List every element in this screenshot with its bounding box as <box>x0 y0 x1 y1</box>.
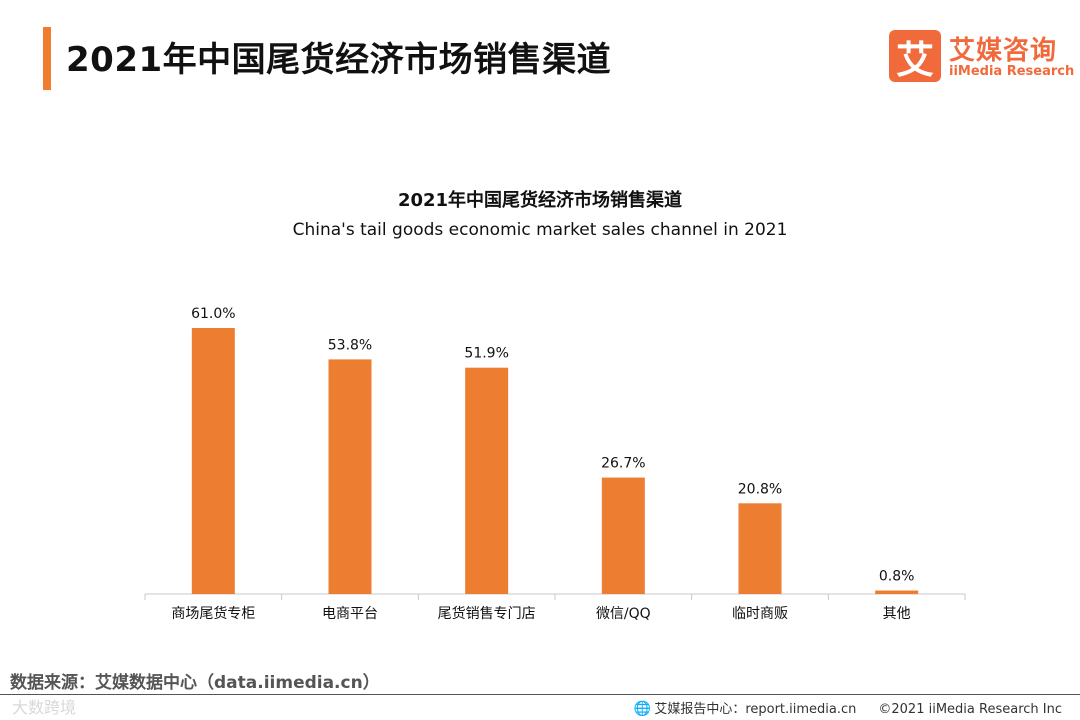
title-accent-bar <box>43 27 51 90</box>
report-center-link[interactable]: 艾媒报告中心：report.iimedia.cn <box>654 702 857 717</box>
category-label: 微信/QQ <box>596 606 651 622</box>
page-title: 2021年中国尾货经济市场销售渠道 <box>66 40 612 80</box>
globe-icon: 🌐 <box>633 701 652 717</box>
bar-value-label: 61.0% <box>191 306 235 322</box>
bar <box>328 359 372 594</box>
category-label: 其他 <box>883 606 911 622</box>
iimedia-logo: 艾 艾媒咨询 iiMedia Research <box>889 30 1074 86</box>
bar-value-label: 51.9% <box>464 346 508 362</box>
bar <box>465 367 509 594</box>
bar <box>191 328 235 594</box>
data-source: 数据来源：艾媒数据中心（data.iimedia.cn） <box>10 673 380 693</box>
logo-english-name: iiMedia Research <box>949 64 1075 79</box>
category-label: 电商平台 <box>322 606 378 622</box>
category-label: 尾货销售专门店 <box>438 605 536 622</box>
bar-value-label: 20.8% <box>738 481 782 497</box>
bar <box>601 477 645 594</box>
category-label: 临时商贩 <box>732 606 788 622</box>
bar-value-label: 0.8% <box>879 569 915 585</box>
chart-title: 2021年中国尾货经济市场销售渠道 <box>397 190 683 211</box>
bar <box>875 590 919 594</box>
bar-value-label: 53.8% <box>328 337 372 353</box>
watermark: 大数跨境 <box>12 698 77 717</box>
logo-chinese-name: 艾媒咨询 <box>949 36 1058 66</box>
bar-value-label: 26.7% <box>601 456 645 472</box>
category-label: 商场尾货专柜 <box>171 605 255 622</box>
footer-bar: 🌐 艾媒报告中心：report.iimedia.cn ©2021 iiMedia R… <box>634 698 1062 717</box>
copyright: ©2021 iiMedia Research Inc <box>878 702 1062 717</box>
bar <box>738 503 782 594</box>
chart-subtitle: China's tail goods economic market sales… <box>292 220 788 240</box>
logo-mark: 艾 <box>889 30 941 82</box>
footer-divider <box>0 694 1080 695</box>
